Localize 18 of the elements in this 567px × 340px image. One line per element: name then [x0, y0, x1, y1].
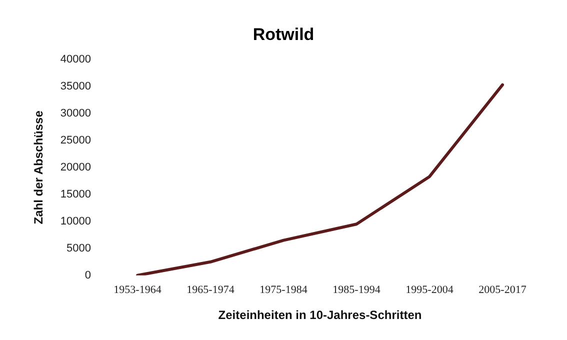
y-tick-label: 35000 [60, 80, 91, 92]
y-tick-label: 5000 [66, 242, 91, 254]
x-tick-label: 1975-1984 [260, 284, 308, 296]
x-tick-label: 1995-2004 [406, 284, 454, 296]
y-tick-label: 25000 [60, 134, 91, 146]
x-tick-label: 1953-1964 [114, 284, 162, 296]
y-tick-label: 30000 [60, 107, 91, 120]
y-tick-label: 10000 [60, 215, 91, 228]
x-tick-label: 1965-1974 [186, 284, 235, 296]
x-tick-label: 2005-2017 [478, 284, 527, 296]
y-tick-label: 15000 [60, 188, 91, 200]
y-tick-label: 0 [84, 269, 91, 282]
chart-title: Rotwild [252, 24, 314, 44]
y-axis-title: Zahl der Abschüsse [32, 110, 46, 224]
y-tick-label: 40000 [60, 53, 91, 66]
x-tick-label: 1985-1994 [332, 284, 381, 296]
y-tick-label: 20000 [60, 161, 91, 174]
x-axis-title: Zeiteinheiten in 10-Jahres-Schritten [218, 308, 422, 322]
